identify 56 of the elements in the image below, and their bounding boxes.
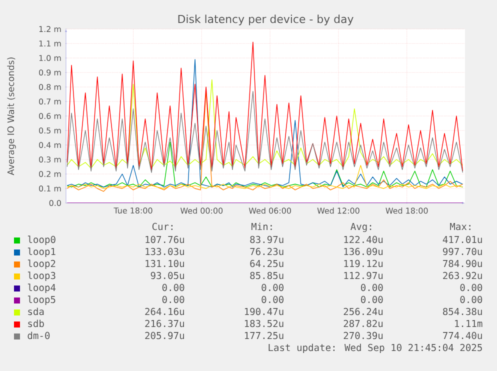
legend-label: loop0 (28, 236, 56, 245)
text: 205.97u (145, 332, 184, 340)
text: 0.00 (361, 284, 383, 292)
legend-label: loop5 (28, 296, 56, 305)
text: 263.92u (443, 272, 482, 280)
legend-label: dm-0 (28, 332, 50, 340)
text: 270.39u (344, 332, 383, 340)
text: 64.25u (250, 260, 284, 268)
text: 0.00 (262, 284, 284, 292)
line-series (66, 59, 464, 188)
text: Last update: Wed Sep 10 21:45:04 2025 (268, 344, 482, 353)
text: 119.12u (344, 260, 383, 268)
text: 216.37u (145, 320, 184, 328)
text: 190.47u (244, 308, 284, 316)
line-series (66, 91, 464, 173)
text: 784.90u (443, 260, 482, 268)
y-axis-title: Average IO Wait (seconds) (7, 58, 16, 176)
text: Avg: (350, 223, 372, 232)
text: 0.00 (460, 296, 482, 304)
text: 76.23u (250, 248, 284, 256)
text: 131.10u (146, 260, 184, 268)
text: 0.00 (361, 296, 383, 304)
text: 133.03u (146, 248, 184, 256)
text: 85.85u (250, 272, 284, 280)
text: 83.97u (250, 236, 284, 244)
chart-title: Disk latency per device - by day (178, 14, 354, 26)
text: 107.76u (146, 236, 184, 244)
text: 112.97u (344, 272, 383, 280)
legend-label: sda (28, 308, 44, 316)
text: 183.52u (244, 320, 284, 328)
text: 854.38u (443, 308, 482, 316)
line-series (66, 42, 464, 172)
text: 1.11m (455, 320, 482, 327)
text: Max: (450, 223, 470, 230)
text: 0.00 (162, 284, 184, 292)
text: Min: (251, 222, 272, 230)
line-series (66, 79, 464, 169)
legend-label: loop2 (28, 260, 56, 269)
legend-label: loop4 (28, 284, 56, 293)
text: 256.24u (344, 308, 383, 316)
text: 136.09u (344, 248, 383, 256)
text: 177.25u (244, 332, 284, 340)
legend-label: loop1 (28, 248, 56, 257)
text: 287.82u (344, 320, 383, 328)
text: 0.00 (262, 296, 284, 304)
text: Cur: (152, 222, 172, 230)
legend-label: sdb (28, 320, 44, 328)
text: 774.40u (443, 332, 482, 340)
text: 122.40u (344, 236, 383, 244)
text: 0.00 (460, 284, 482, 292)
text: 93.05u (150, 272, 184, 280)
legend-label: loop3 (28, 272, 56, 281)
text: 0.00 (162, 296, 184, 304)
text: 264.16u (145, 308, 184, 316)
text: 997.70u (442, 248, 482, 256)
text: 417.01u (442, 236, 482, 244)
